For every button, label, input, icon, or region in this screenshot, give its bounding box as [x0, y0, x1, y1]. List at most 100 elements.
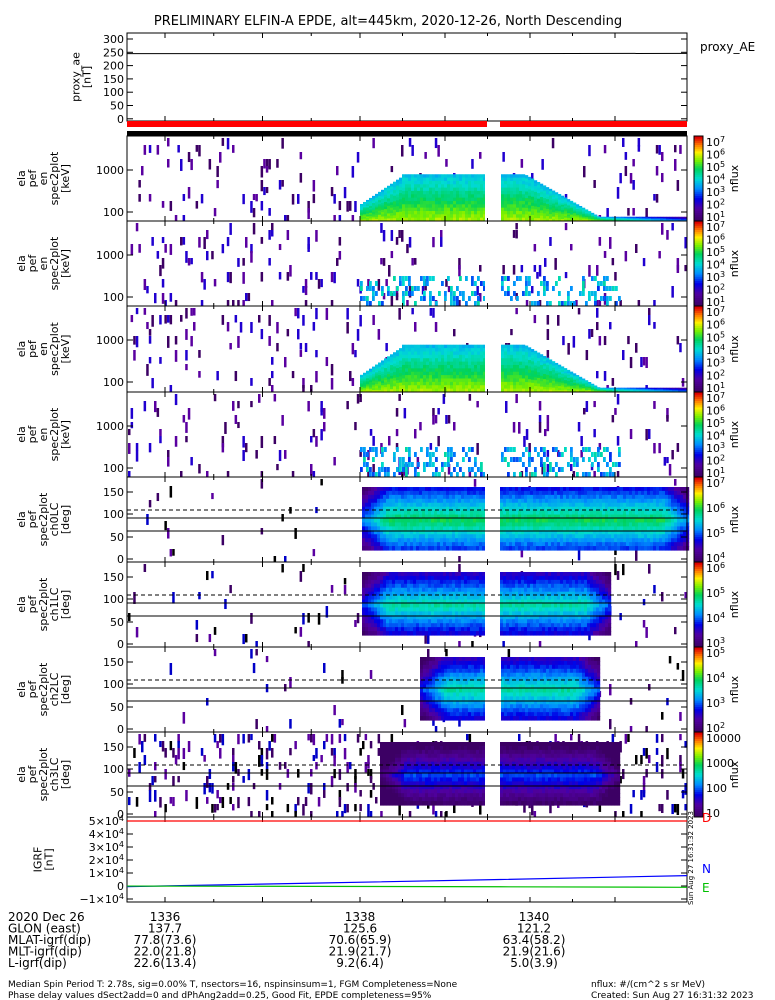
- spectrogram-cell: [408, 364, 412, 369]
- spectrogram-cell: [510, 344, 514, 349]
- spectrogram-cell: [479, 510, 483, 516]
- spectrogram-cell: [447, 187, 451, 192]
- spectrogram-cell: [250, 378, 253, 386]
- spectrogram-cell: [528, 276, 531, 281]
- colorbar-tick-label: 102: [706, 198, 725, 212]
- spectrogram-cell: [552, 378, 556, 382]
- spectrogram-cell: [343, 187, 347, 199]
- spectrogram-cell: [437, 487, 441, 492]
- spectrogram-cell: [384, 213, 388, 217]
- spectrogram-cell: [429, 197, 433, 202]
- spectrogram-cell: [390, 191, 394, 195]
- spectrogram-cell: [477, 197, 481, 202]
- spectrogram-cell: [265, 187, 269, 194]
- spectrogram-cell: [480, 467, 483, 472]
- spectrogram-cell: [619, 300, 622, 311]
- spectrogram-cell: [546, 201, 550, 205]
- spectrogram-cell: [372, 315, 375, 325]
- spectrogram-cell: [576, 218, 580, 221]
- spectrogram-cell: [402, 462, 405, 467]
- spectrogram-cell: [507, 462, 510, 467]
- spectrogram-cell: [470, 490, 474, 496]
- spectrogram-cell: [467, 510, 471, 516]
- spectrogram-cell: [405, 174, 409, 179]
- spectrogram-cell: [582, 382, 586, 384]
- spectrogram-cell: [410, 538, 414, 543]
- spectrogram-cell: [603, 447, 606, 452]
- spectrogram-cell: [128, 443, 131, 454]
- spectrogram-cell: [384, 384, 388, 388]
- spectrogram-cell: [380, 514, 384, 520]
- spectrogram-cell: [653, 443, 656, 454]
- spectrogram-cell: [401, 145, 404, 157]
- spectrogram-cell: [564, 371, 568, 374]
- spectrogram-cell: [399, 276, 402, 281]
- spectrogram-cell: [456, 177, 460, 182]
- spectrogram-cell: [375, 364, 379, 368]
- spectrogram-cell: [378, 202, 382, 205]
- spectrogram-cell: [552, 387, 556, 391]
- colorbar-segment: [694, 357, 703, 361]
- spectrogram-cell: [480, 187, 484, 192]
- spectrogram-cell: [555, 377, 559, 381]
- spectrogram-cell: [360, 207, 364, 210]
- spectrogram-cell: [386, 502, 390, 508]
- spectrogram-cell: [438, 388, 442, 393]
- spectrogram-cell: [564, 386, 568, 390]
- spectrogram-cell: [432, 296, 435, 301]
- spectrogram-cell: [384, 192, 388, 196]
- spectrogram-cell: [437, 530, 441, 535]
- spectrogram-cell: [507, 344, 511, 349]
- spectrogram-cell: [414, 286, 417, 291]
- spectrogram-cell: [582, 390, 586, 392]
- spectrogram-cell: [614, 272, 617, 281]
- colorbar-segment: [694, 464, 703, 467]
- spectrogram-cell: [437, 510, 441, 516]
- spectrogram-cell: [540, 381, 544, 385]
- spectrogram-cell: [473, 490, 477, 496]
- spectrogram-cell: [459, 204, 463, 209]
- spectrogram-cell: [501, 348, 505, 353]
- spectrogram-cell: [369, 371, 373, 375]
- spectrogram-cell: [459, 381, 463, 386]
- spectrogram-cell: [588, 390, 592, 392]
- spectrogram-cell: [402, 207, 406, 212]
- spectrogram-cell: [543, 281, 546, 286]
- spectrogram-cell: [378, 368, 382, 372]
- spectrogram-cell: [185, 329, 188, 340]
- spectrogram-cell: [389, 490, 393, 496]
- spectrogram-cell: [447, 184, 451, 189]
- spectrogram-cell: [528, 369, 532, 374]
- spectrogram-cell: [480, 281, 483, 286]
- spectrogram-cell: [362, 522, 366, 527]
- spectrogram-cell: [468, 368, 472, 373]
- spectrogram-cell: [395, 429, 399, 437]
- spectrogram-cell: [411, 180, 415, 185]
- spectrogram-cell: [365, 490, 369, 496]
- spectrogram-cell: [128, 429, 131, 436]
- spectrogram-cell: [456, 348, 460, 353]
- spectrogram-cell: [428, 526, 432, 531]
- spectrogram-cell: [365, 498, 369, 504]
- spectrogram-cell: [534, 209, 538, 213]
- spectrogram-cell: [413, 526, 417, 531]
- spectrogram-cell: [380, 506, 384, 512]
- spectrogram-cell: [395, 286, 399, 298]
- spectrogram-cell: [377, 490, 381, 496]
- spectrogram-cell: [576, 212, 580, 215]
- spectrogram-cell: [558, 197, 562, 201]
- spectrogram-cell: [576, 389, 580, 392]
- spectrogram-cell: [198, 350, 201, 358]
- y-tick-label: 100: [103, 291, 124, 304]
- spectrogram-cell: [480, 361, 484, 366]
- spectrogram-cell: [507, 381, 511, 386]
- spectrogram-cell: [459, 385, 463, 390]
- spectrogram-cell: [423, 348, 427, 353]
- spectrogram-cell: [187, 187, 191, 199]
- spectrogram-cell: [461, 490, 465, 496]
- spectrogram-cell: [390, 375, 394, 380]
- spectrogram-cell: [477, 378, 481, 383]
- spectrogram-cell: [417, 462, 420, 467]
- spectrogram-cell: [420, 177, 424, 182]
